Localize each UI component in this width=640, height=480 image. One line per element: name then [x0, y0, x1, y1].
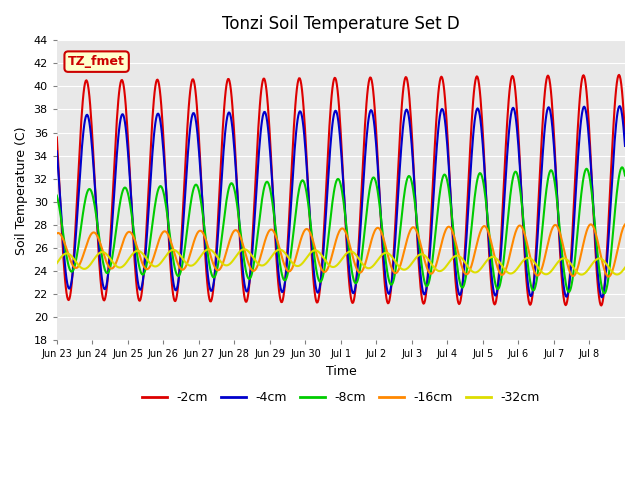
-16cm [274, 239, 282, 244]
-16cm [224, 243, 232, 249]
-4cm [53, 148, 61, 154]
-8cm [600, 290, 608, 296]
Line: -16cm: -16cm [57, 224, 625, 276]
-2cm [431, 133, 439, 139]
-8cm [431, 230, 439, 236]
Legend: -2cm, -4cm, -8cm, -16cm, -32cm: -2cm, -4cm, -8cm, -16cm, -32cm [137, 386, 545, 409]
-4cm [224, 111, 232, 117]
Text: TZ_fmet: TZ_fmet [68, 55, 125, 68]
-2cm [399, 84, 407, 90]
-2cm [598, 303, 605, 309]
-16cm [120, 238, 127, 243]
-16cm [587, 221, 595, 227]
-32cm [253, 260, 260, 265]
-4cm [598, 294, 606, 300]
-4cm [431, 165, 439, 170]
-8cm [621, 173, 629, 179]
-8cm [224, 189, 232, 195]
-16cm [399, 251, 407, 257]
-16cm [621, 222, 629, 228]
Line: -8cm: -8cm [57, 168, 625, 293]
-2cm [120, 82, 127, 88]
-8cm [618, 165, 626, 170]
-16cm [431, 264, 439, 270]
-4cm [252, 192, 260, 198]
-32cm [577, 272, 585, 277]
X-axis label: Time: Time [326, 365, 356, 378]
-2cm [224, 76, 232, 82]
-2cm [274, 272, 282, 278]
-32cm [401, 267, 408, 273]
-8cm [120, 186, 127, 192]
-16cm [605, 274, 612, 279]
-32cm [241, 246, 248, 252]
-4cm [399, 120, 407, 126]
-4cm [274, 260, 282, 265]
-4cm [616, 103, 623, 109]
Line: -2cm: -2cm [57, 75, 625, 306]
-16cm [252, 266, 260, 272]
Line: -32cm: -32cm [57, 249, 625, 275]
-8cm [252, 245, 260, 251]
-4cm [120, 113, 127, 119]
Y-axis label: Soil Temperature (C): Soil Temperature (C) [15, 126, 28, 254]
-2cm [615, 72, 623, 78]
-8cm [399, 197, 407, 203]
-4cm [621, 143, 629, 149]
-2cm [252, 166, 260, 171]
Title: Tonzi Soil Temperature Set D: Tonzi Soil Temperature Set D [222, 15, 460, 33]
-32cm [432, 267, 440, 273]
-16cm [53, 230, 61, 236]
Line: -4cm: -4cm [57, 106, 625, 297]
-8cm [53, 192, 61, 198]
-32cm [224, 262, 232, 268]
-8cm [274, 243, 282, 249]
-32cm [275, 247, 282, 252]
-32cm [621, 264, 629, 270]
-32cm [120, 263, 127, 269]
-32cm [53, 260, 61, 266]
-2cm [53, 134, 61, 140]
-2cm [621, 132, 629, 137]
